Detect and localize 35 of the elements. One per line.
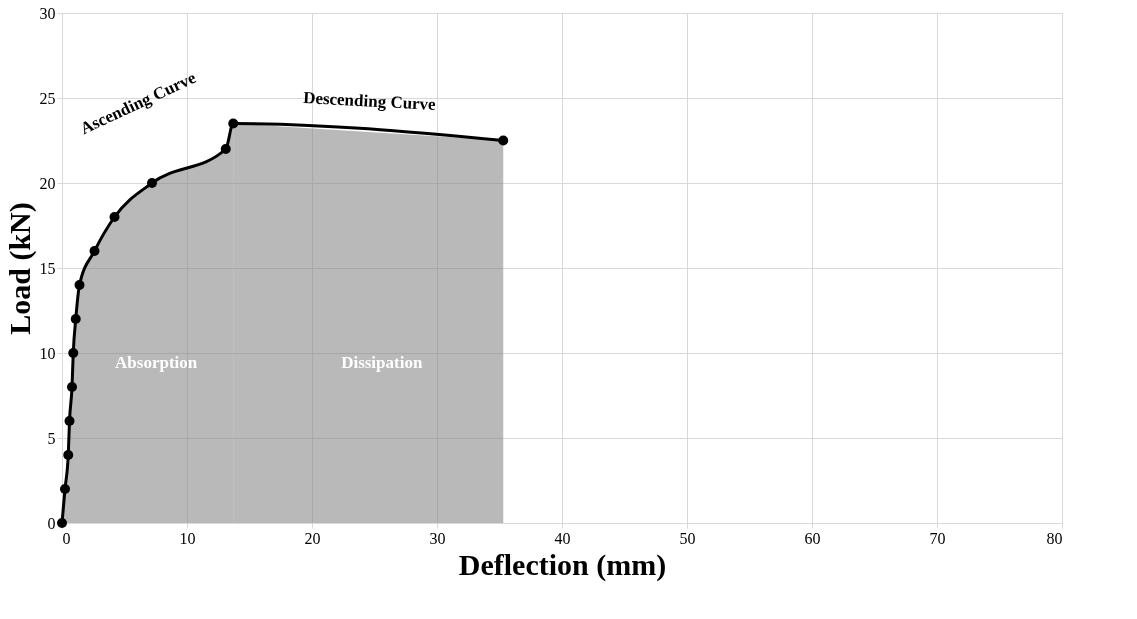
point (64, 416, 75, 426)
y-tick-label: 15 (39, 259, 56, 277)
annotation: Descending Curve (302, 88, 437, 115)
point (60, 484, 70, 494)
y-tick-label: 30 (39, 4, 56, 22)
point (74, 280, 85, 290)
x-tick-label: 60 (804, 529, 821, 547)
point (220, 144, 231, 154)
y-tick-label: 10 (39, 344, 56, 362)
y-axis-title: Load (kN) (2, 202, 37, 335)
series-label: Absorption (115, 353, 198, 373)
point (57, 518, 67, 528)
point (498, 135, 509, 146)
x-tick-label: 0 (62, 529, 71, 547)
x-tick-label: 70 (929, 529, 946, 547)
x-tick-label: 50 (679, 529, 696, 547)
y-tick-label: 5 (47, 429, 56, 447)
x-tick-label: 30 (429, 529, 446, 547)
point (147, 178, 157, 188)
point (68, 348, 79, 358)
y-tick-label: 20 (39, 174, 56, 192)
point (109, 212, 120, 222)
series-label: Dissipation (341, 353, 423, 373)
x-tick-label: 80 (1046, 529, 1063, 547)
point (67, 382, 77, 392)
point (70, 314, 81, 324)
x-tick-label: 20 (304, 529, 321, 547)
y-tick-label: 25 (39, 89, 56, 107)
y-tick-label: 0 (47, 514, 56, 532)
x-tick-label: 10 (179, 529, 196, 547)
x-axis-title: Deflection (mm) (458, 547, 667, 582)
point (63, 450, 74, 460)
x-tick-label: 40 (554, 529, 571, 547)
point (228, 118, 239, 129)
point (89, 246, 100, 256)
